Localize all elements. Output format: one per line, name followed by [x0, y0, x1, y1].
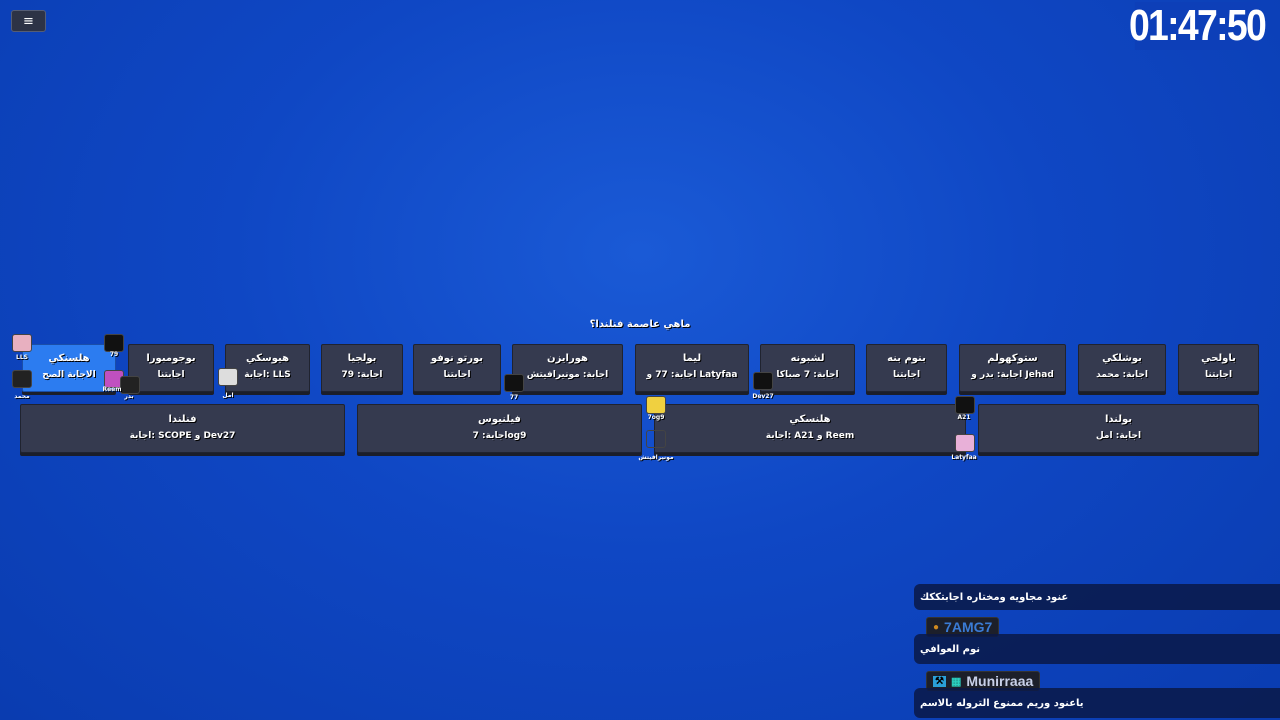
- answer-label: اجابتنا: [1204, 370, 1233, 380]
- answer-card[interactable]: ليما اجابة: 77 و Latyfaa: [635, 344, 749, 392]
- player-avatar: [104, 334, 124, 352]
- city-name: هلسنكي: [48, 353, 90, 364]
- city-name: بولندا: [1104, 414, 1133, 425]
- city-name: لشبونه: [790, 353, 825, 364]
- avatar-label: بدر: [124, 393, 134, 400]
- answer-label: اجابة: A21 و Reem: [765, 431, 855, 441]
- answer-label: اجابة: 7 صباكا: [776, 370, 839, 380]
- avatar-label: محمد: [14, 393, 30, 400]
- player-avatar: [120, 376, 140, 394]
- city-name: ستوكهولم: [987, 353, 1038, 364]
- city-name: بنوم بنه: [887, 353, 926, 364]
- avatar-label: 79: [109, 351, 119, 358]
- answer-card[interactable]: ستوكهولم اجابة: بدر و Jehad: [959, 344, 1066, 392]
- avatar-label: 7og9: [647, 414, 665, 421]
- city-name: باولحي: [1201, 353, 1236, 364]
- avatar-label: A21: [957, 414, 971, 421]
- chat-message: ياعنود وريم ممنوع التروله بالاسم: [914, 688, 1280, 718]
- answer-card[interactable]: بولجيا اجابة: 79: [321, 344, 403, 392]
- player-avatar: [753, 372, 773, 390]
- answer-label: اجابتنا: [443, 370, 471, 380]
- answer-label: اجابة: SCOPE و Dev27: [129, 431, 236, 441]
- player-avatar: [646, 396, 666, 414]
- menu-button[interactable]: ≡: [11, 10, 46, 32]
- player-avatar: [12, 334, 32, 352]
- answer-label: الاجابة الصح: [42, 370, 96, 380]
- question-text: ماهي عاصمة فنلندا؟: [589, 319, 691, 330]
- moderator-icon: ⚒: [933, 675, 946, 687]
- city-name: هيوسكي: [245, 353, 290, 364]
- player-avatar: [955, 396, 975, 414]
- player-avatar: [646, 430, 666, 448]
- answer-label: اجابة: محمد: [1096, 370, 1148, 380]
- chat-username: ⚒ ▦ Munirraaa: [926, 671, 1041, 691]
- avatar-label: Reem: [102, 386, 122, 393]
- answer-card[interactable]: لشبونه اجابة: 7 صباكا: [760, 344, 855, 392]
- chat-message: عنود مجاويه ومختاره اجابتككك: [914, 584, 1280, 610]
- answer-card[interactable]: هلسنكي الاجابة الصح: [22, 344, 116, 392]
- player-avatar: [955, 434, 975, 452]
- answer-card[interactable]: بوجومبورا اجابتنا: [128, 344, 214, 392]
- answer-label: اجابة: امل: [1095, 431, 1142, 441]
- answer-card[interactable]: فنلندا اجابة: SCOPE و Dev27: [20, 404, 345, 453]
- avatar-label: LLS: [16, 354, 28, 361]
- city-name: بوجومبورا: [146, 353, 196, 364]
- answer-label: اجابة: مونيرافيتش: [526, 370, 609, 380]
- answer-label: اجابة: بدر و Jehad: [971, 370, 1054, 380]
- player-avatar: [12, 370, 32, 388]
- countdown-timer: 01:47:50: [1128, 1, 1267, 50]
- answer-label: اجابتنا: [892, 370, 921, 380]
- city-name: بوشلكي: [1102, 353, 1142, 364]
- answer-label: اجابة: 7og9: [472, 431, 527, 441]
- answer-card[interactable]: هورايزن اجابة: مونيرافيتش: [512, 344, 623, 392]
- answer-label: اجابتنا: [157, 370, 185, 380]
- player-avatar: [218, 368, 238, 386]
- chat-message: نوم العوافي: [914, 634, 1280, 664]
- avatar-label: امل: [222, 392, 234, 399]
- answer-label: اجابة: 79: [341, 370, 383, 380]
- avatar-label: 77: [509, 394, 519, 401]
- player-avatar: [504, 374, 524, 392]
- answer-card[interactable]: فيلنيوس اجابة: 7og9: [357, 404, 642, 453]
- hamburger-icon: ≡: [23, 13, 34, 29]
- city-name: فيلنيوس: [478, 414, 521, 425]
- city-name: هلنسكي: [789, 414, 831, 425]
- answer-card[interactable]: بوشلكي اجابة: محمد: [1078, 344, 1166, 392]
- avatar-label: Dev27: [752, 393, 774, 400]
- avatar-label: Latyfaa: [951, 454, 977, 461]
- answer-card[interactable]: بنوم بنه اجابتنا: [866, 344, 947, 392]
- answer-label: اجابة: LLS: [244, 370, 291, 380]
- answer-card[interactable]: هلنسكي اجابة: A21 و Reem: [654, 404, 966, 453]
- badge-icon: ▦: [950, 675, 962, 688]
- city-name: هورايزن: [547, 353, 588, 364]
- answer-label: اجابة: 77 و Latyfaa: [646, 370, 738, 380]
- avatar-label: مونيرافيتش: [638, 454, 674, 461]
- city-name: فنلندا: [168, 414, 197, 425]
- city-name: ليما: [682, 353, 702, 364]
- answer-card[interactable]: هيوسكي اجابة: LLS: [225, 344, 310, 392]
- answer-card[interactable]: بورتو نوفو اجابتنا: [413, 344, 501, 392]
- answer-card[interactable]: بولندا اجابة: امل: [978, 404, 1259, 453]
- answer-card[interactable]: باولحي اجابتنا: [1178, 344, 1259, 392]
- city-name: بورتو نوفو: [430, 353, 484, 364]
- badge-icon: ●: [933, 621, 940, 633]
- city-name: بولجيا: [347, 353, 377, 364]
